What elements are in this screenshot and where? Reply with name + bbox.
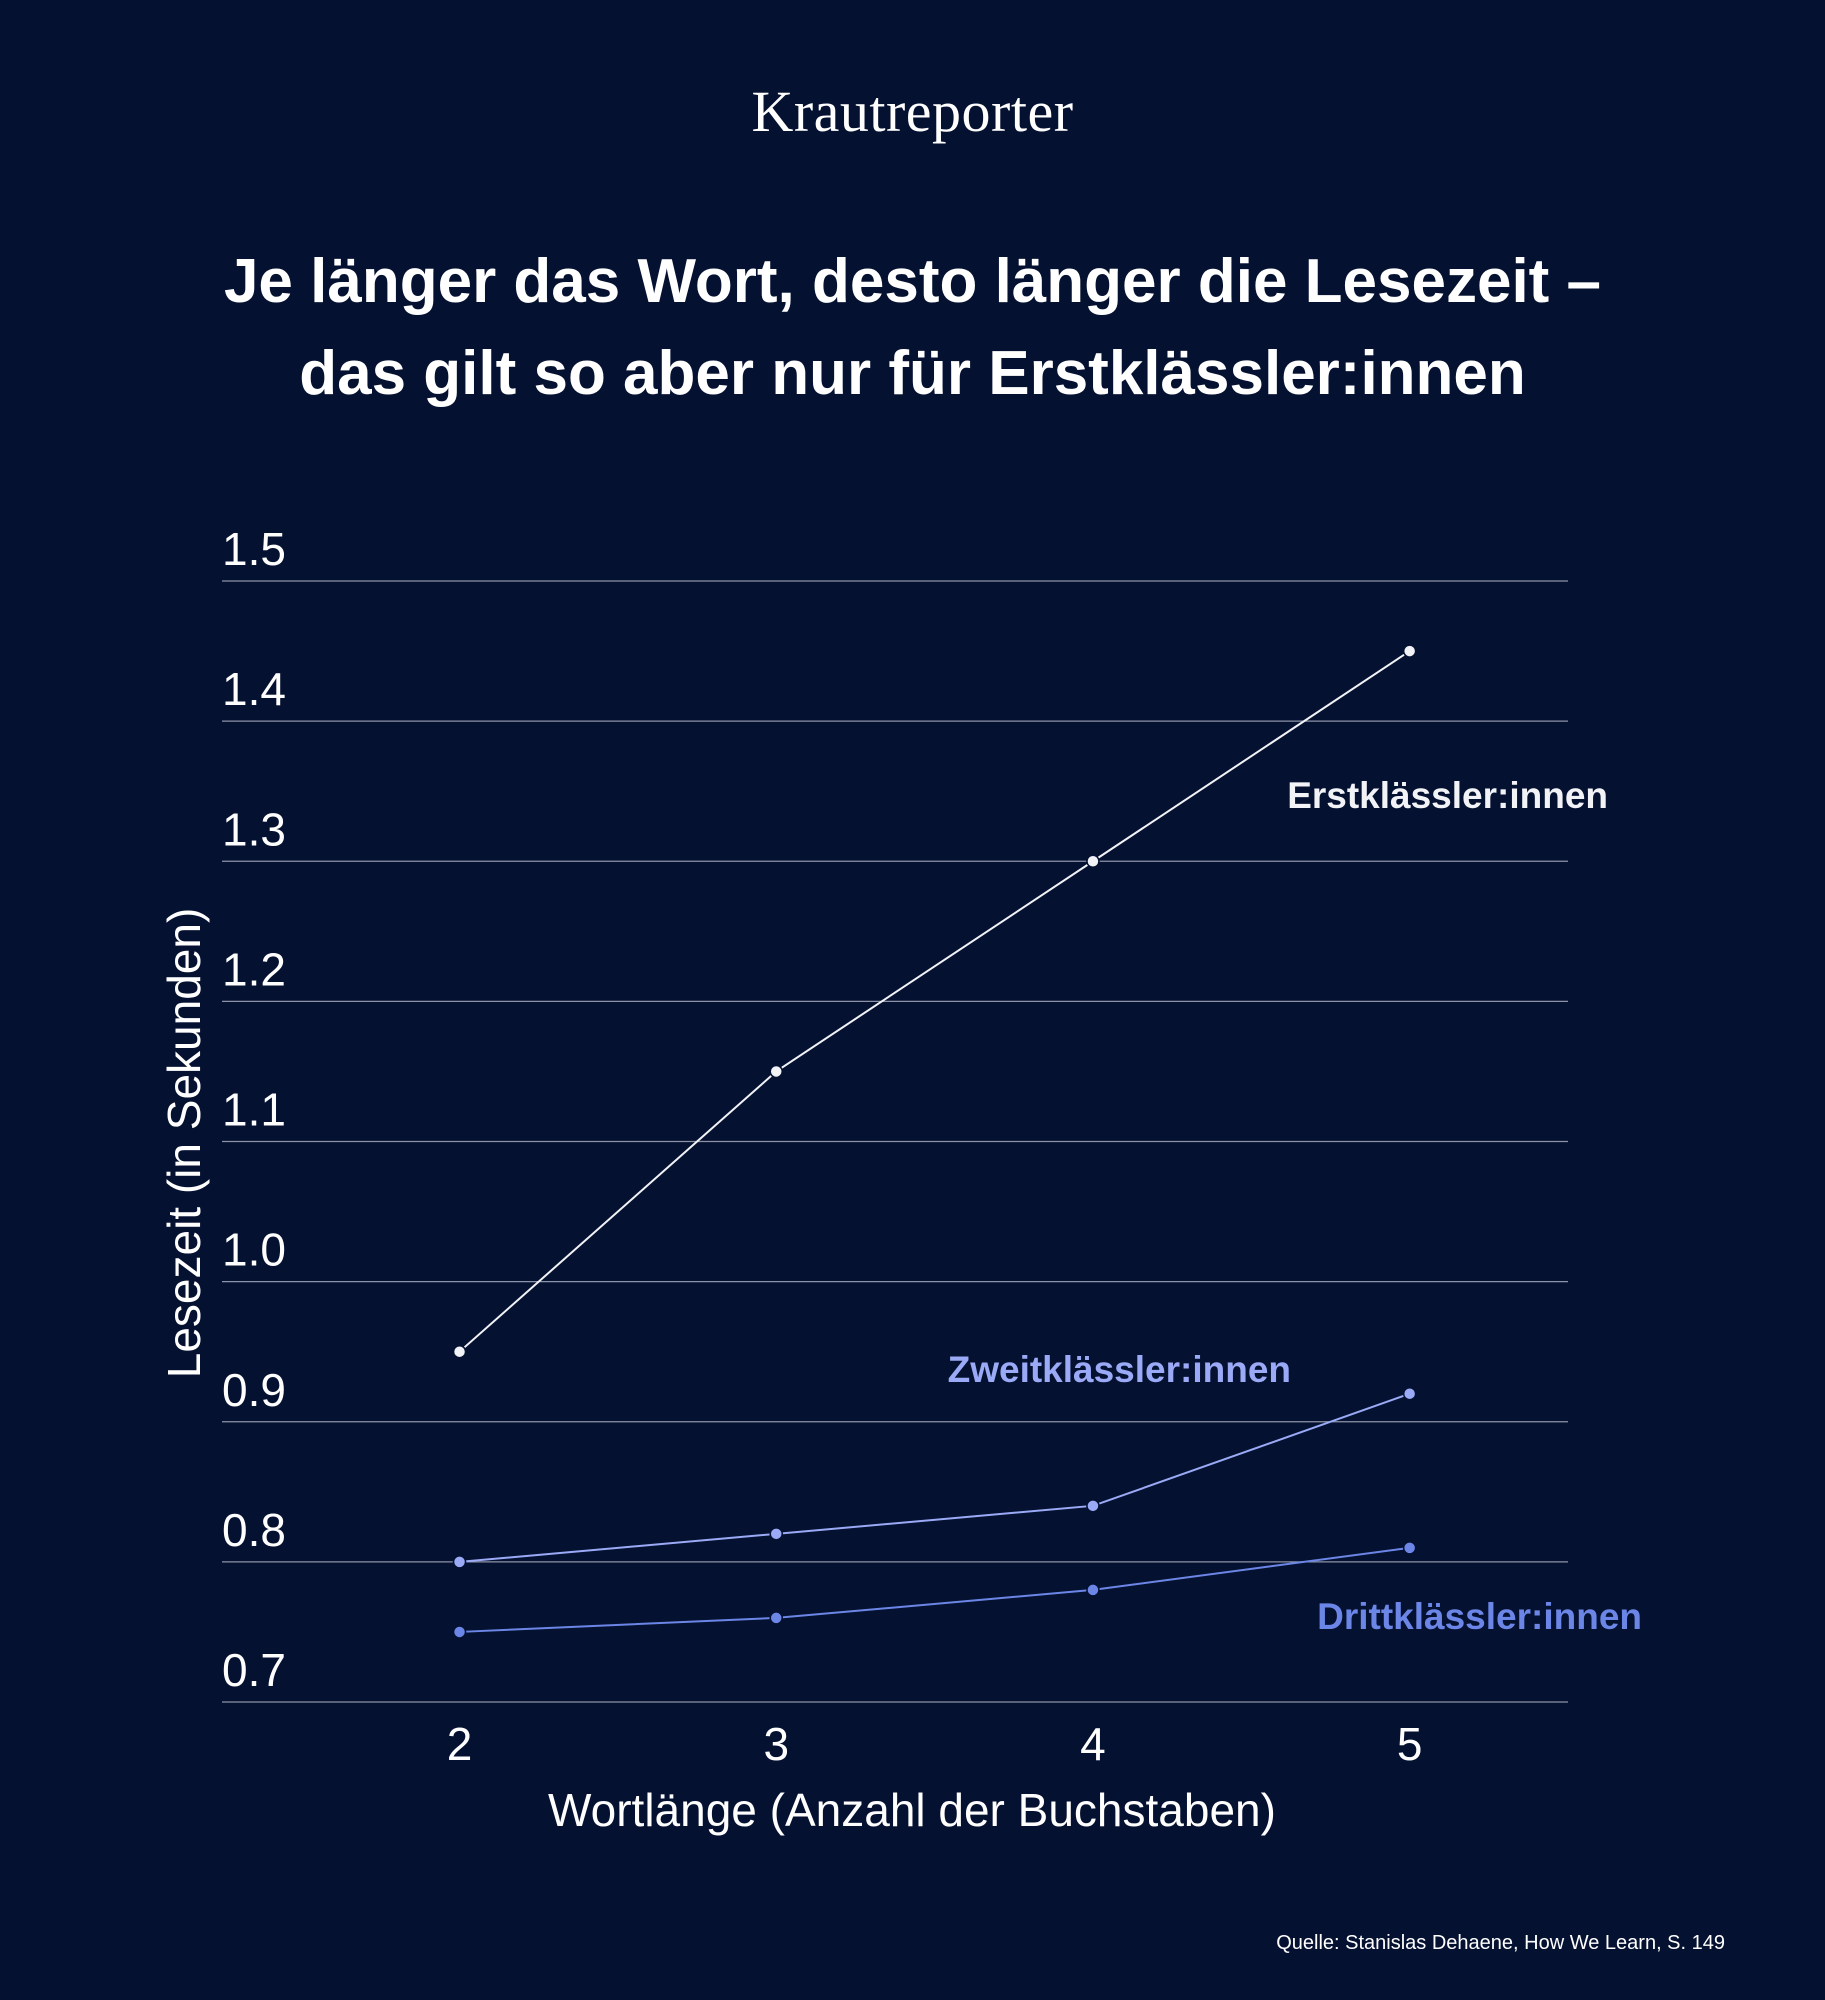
- data-point-erst: [769, 1064, 783, 1079]
- x-tick-label: 3: [763, 1718, 789, 1770]
- source-note: Quelle: Stanislas Dehaene, How We Learn,…: [1276, 1932, 1725, 1954]
- brand-logo: Krautreporter: [751, 79, 1074, 144]
- series-label-dritt: Drittklässler:innen: [1317, 1596, 1642, 1637]
- data-point-zweit: [1402, 1386, 1417, 1401]
- x-tick-label: 5: [1397, 1718, 1423, 1770]
- y-tick-label: 0.7: [222, 1644, 286, 1696]
- data-point-zweit: [452, 1555, 467, 1569]
- y-axis-ticks: 0.7 0.8 0.9 1.0 1.1 1.2 1.3 1.4 1.5: [222, 523, 286, 1696]
- y-tick-label: 1.1: [222, 1084, 286, 1136]
- y-tick-label: 1.0: [222, 1224, 286, 1276]
- x-axis-label: Wortlänge (Anzahl der Buchstaben): [548, 1784, 1276, 1836]
- series-line-erst: [458, 650, 1411, 1353]
- y-tick-label: 1.5: [222, 523, 286, 575]
- y-tick-label: 1.4: [222, 663, 286, 715]
- y-tick-label: 1.2: [222, 943, 286, 995]
- data-point-dritt: [1402, 1541, 1417, 1555]
- data-point-dritt: [452, 1625, 467, 1639]
- y-tick-label: 1.3: [222, 803, 286, 855]
- chart-title: Je länger das Wort, desto länger die Les…: [60, 236, 1765, 420]
- data-point-erst: [1086, 854, 1100, 868]
- chart-title-line-2: das gilt so aber nur für Erstklässler:in…: [299, 339, 1526, 408]
- x-tick-label: 2: [447, 1718, 473, 1770]
- data-point-zweit: [769, 1527, 783, 1541]
- y-tick-label: 0.8: [222, 1504, 286, 1556]
- data-point-dritt: [1086, 1583, 1100, 1597]
- series-line-zweit: [459, 1392, 1410, 1563]
- gridlines: [222, 580, 1568, 1703]
- data-point-erst: [1402, 644, 1417, 658]
- x-tick-label: 4: [1080, 1718, 1106, 1770]
- y-tick-label: 0.9: [222, 1364, 286, 1416]
- x-axis-ticks: 2 3 4 5: [447, 1718, 1423, 1770]
- data-point-dritt: [769, 1611, 783, 1625]
- series-label-zweit: Zweitklässler:innen: [948, 1349, 1291, 1390]
- data-point-erst: [452, 1344, 467, 1359]
- series-points: [452, 644, 1417, 1639]
- chart-title-line-1: Je länger das Wort, desto länger die Les…: [223, 247, 1602, 316]
- data-point-zweit: [1086, 1499, 1100, 1513]
- series-line-dritt: [459, 1546, 1410, 1633]
- series-label-erst: Erstklässler:innen: [1287, 775, 1608, 816]
- y-axis-label: Lesezeit (in Sekunden): [158, 908, 210, 1379]
- series-lines: [458, 650, 1411, 1633]
